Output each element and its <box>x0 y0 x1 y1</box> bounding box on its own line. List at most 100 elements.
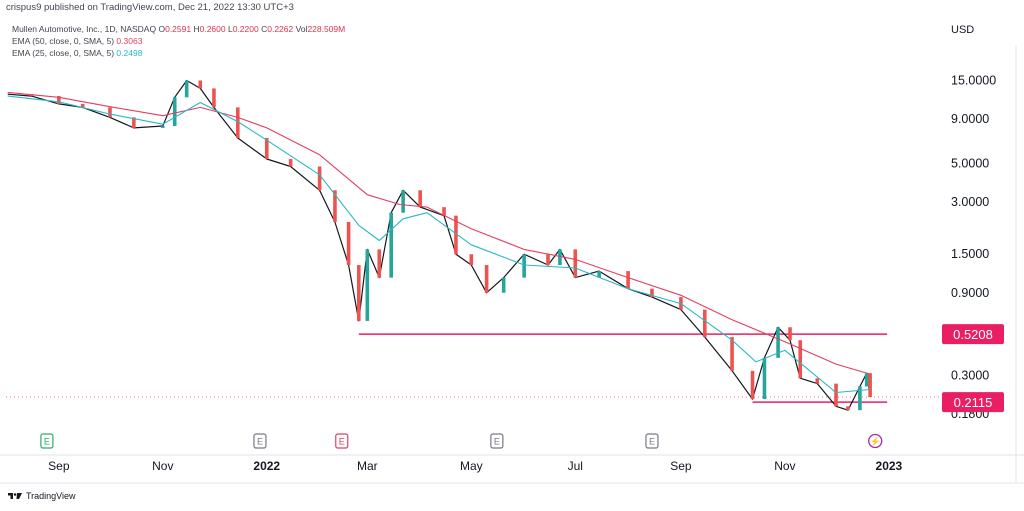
ohlc-value: 0.2600 <box>199 24 226 34</box>
y-tick-label: 3.0000 <box>951 195 989 209</box>
earnings-event-marker <box>253 433 267 449</box>
price-badge <box>942 392 1004 413</box>
price-candle <box>317 166 322 191</box>
ohlc-key: H <box>193 24 200 34</box>
event-marker-label: E <box>494 437 500 447</box>
price-candle <box>212 88 216 108</box>
price-candle <box>454 215 458 255</box>
x-tick-label: Nov <box>774 459 795 473</box>
ohlc-value: 228.509M <box>307 24 346 34</box>
chart-legend: Mullen Automotive, Inc., 1D, NASDAQ O0.2… <box>12 23 345 59</box>
price-candle <box>108 107 112 118</box>
price-candle <box>858 386 862 411</box>
ohlc-key: O <box>158 24 166 34</box>
price-candle <box>834 383 838 407</box>
event-marker-label: ⚡ <box>870 436 881 448</box>
price-candle <box>597 271 601 278</box>
price-candle <box>522 254 526 278</box>
price-candle <box>868 373 872 397</box>
ohlc-l: L0.2200 <box>228 24 259 34</box>
price-candle <box>365 249 370 321</box>
price-badge-label: 0.2115 <box>954 395 993 410</box>
price-candle <box>702 309 707 338</box>
ema25-line <box>7 95 871 394</box>
ohlc-value: 0.2200 <box>232 24 259 34</box>
y-tick-label: 9.0000 <box>951 112 989 126</box>
x-tick-label: 2023 <box>876 459 903 473</box>
price-candle <box>442 207 446 216</box>
price-badge-label: 0.5208 <box>953 327 993 342</box>
earnings-event-marker <box>645 433 659 449</box>
price-candle <box>161 126 165 128</box>
price-badge <box>942 324 1004 345</box>
price-candle <box>469 254 474 266</box>
y-tick-label: 1.5000 <box>951 247 989 261</box>
ohlc-key: L <box>227 24 233 34</box>
price-candle <box>846 406 850 411</box>
price-candle <box>776 327 780 358</box>
price-candle <box>132 117 136 128</box>
price-candle <box>198 80 203 89</box>
price-candle <box>558 249 562 266</box>
x-tick-label: Sep <box>670 459 692 473</box>
price-candle <box>418 190 422 208</box>
y-tick-label: 5.0000 <box>951 156 989 170</box>
x-tick-label: May <box>460 459 483 473</box>
price-candle <box>750 370 755 400</box>
price-candle <box>650 288 654 298</box>
price-candle <box>80 103 85 108</box>
price-candle <box>788 327 792 341</box>
price-candle <box>626 271 630 289</box>
legend-symbol-row: Mullen Automotive, Inc., 1D, NASDAQ O0.2… <box>12 23 345 35</box>
x-tick-label: Nov <box>152 459 173 473</box>
symbol-title: Mullen Automotive, Inc., 1D, NASDAQ <box>12 24 157 34</box>
ohlc-value: 0.2262 <box>267 24 294 34</box>
earnings-event-marker <box>490 433 504 449</box>
y-tick-label: 15.0000 <box>951 73 996 87</box>
price-candle <box>288 158 293 167</box>
legend-ema50-row: EMA (50, close, 0, SMA, 5) 0.3063 <box>12 35 345 47</box>
price-candle <box>798 340 803 379</box>
ema25-label: EMA (25, close, 0, SMA, 5) <box>12 48 115 58</box>
tradingview-footer: TradingView <box>8 491 76 501</box>
price-candle <box>546 254 550 266</box>
ohlc-key: Vol <box>295 24 308 34</box>
ema50-label: EMA (50, close, 0, SMA, 5) <box>12 36 115 46</box>
x-tick-label: Jul <box>568 459 583 473</box>
price-candle <box>184 80 189 98</box>
currency-label: USD <box>951 24 975 36</box>
earnings-event-marker <box>40 433 54 449</box>
price-candle <box>815 378 820 384</box>
x-tick-label: Mar <box>357 459 378 473</box>
tradingview-brand: TradingView <box>26 491 76 501</box>
price-candle <box>401 190 405 213</box>
ema50-value: 0.3063 <box>116 36 143 46</box>
price-candle <box>333 190 337 222</box>
ohlc-o: O0.2591 <box>158 24 191 34</box>
y-tick-label: 0.3000 <box>951 369 989 383</box>
price-candle <box>484 265 489 293</box>
price-candle <box>501 277 506 293</box>
ema25-value: 0.2498 <box>116 48 143 58</box>
ohlc-key: C <box>261 24 268 34</box>
price-candle <box>377 249 382 278</box>
price-candle <box>864 373 869 387</box>
legend-ema25-row: EMA (25, close, 0, SMA, 5) 0.2498 <box>12 47 345 59</box>
event-marker-label: E <box>44 437 50 447</box>
price-candle <box>57 96 61 104</box>
price-candle <box>762 357 767 400</box>
event-marker-label: E <box>339 437 345 447</box>
price-candle <box>172 97 177 127</box>
price-candle <box>573 249 578 278</box>
price-candle <box>389 212 393 278</box>
x-tick-label: 2022 <box>253 459 280 473</box>
ohlc-value: 0.2591 <box>165 24 192 34</box>
price-candle <box>264 137 269 159</box>
ema50-line <box>7 91 871 375</box>
split-event-marker <box>868 433 883 449</box>
tradingview-logo-icon <box>8 493 22 499</box>
event-marker-label: E <box>649 437 655 447</box>
earnings-event-marker <box>335 433 349 449</box>
